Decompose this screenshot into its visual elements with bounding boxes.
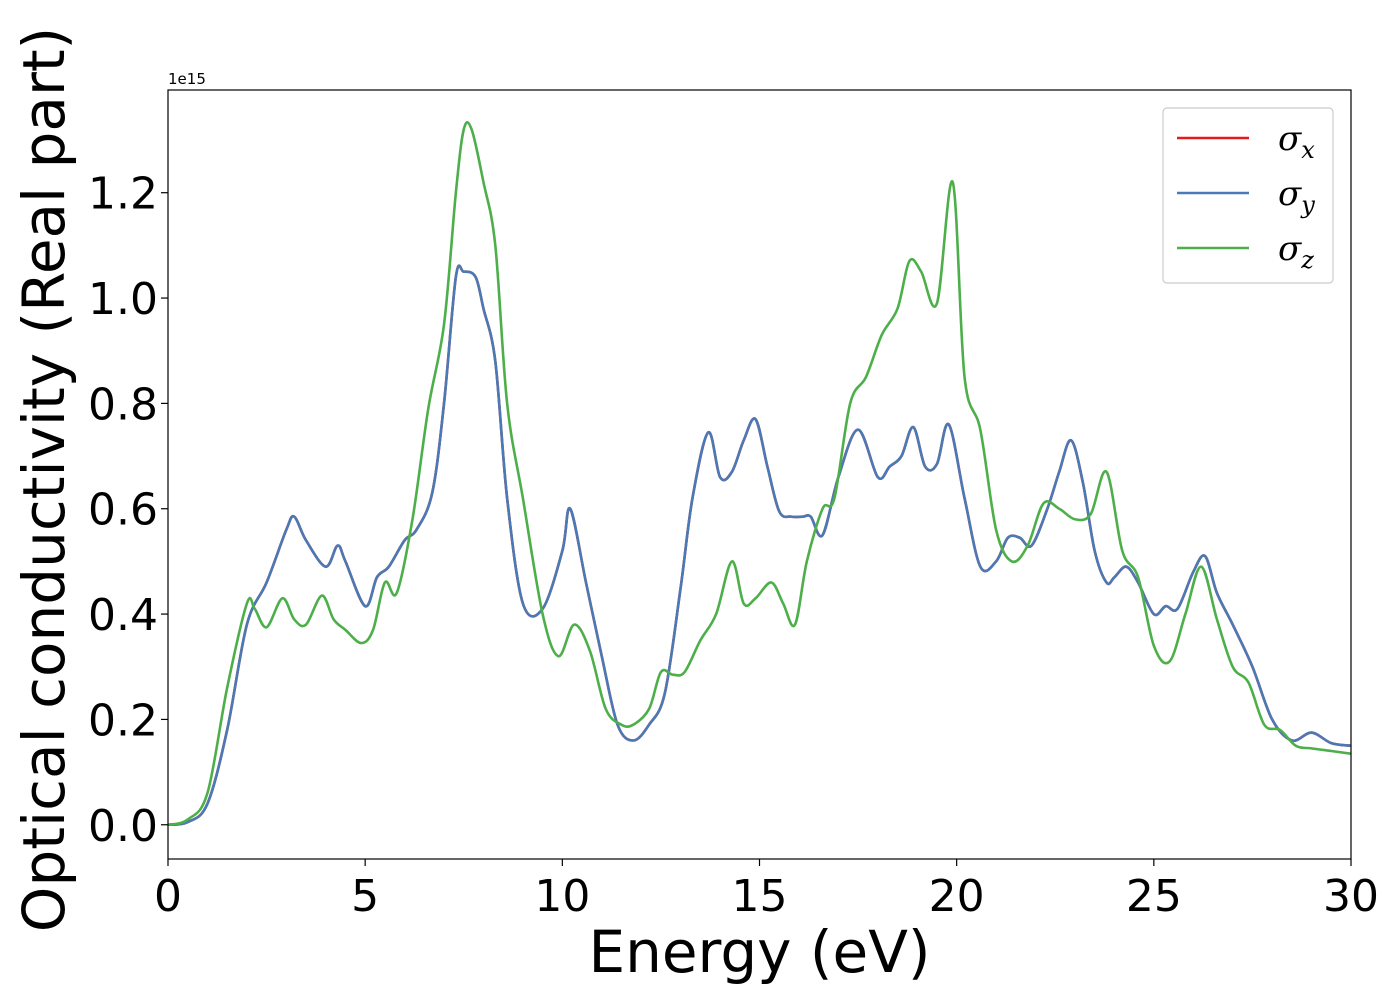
series-line-z [168,120,1351,827]
y-tick-label: 1.0 [88,274,158,325]
legend-box [1162,107,1334,284]
x-axis-title: Energy (eV) [588,918,930,986]
x-tick-label: 25 [1126,871,1182,922]
y-tick-label: 0.2 [88,695,158,746]
x-tick-label: 5 [351,871,379,922]
x-tick-label: 0 [154,871,182,922]
y-tick-label: 0.4 [88,590,158,641]
y-tick-label: 0.8 [88,379,158,430]
y-tick-label: 0.0 [88,801,158,852]
x-tick-label: 20 [929,871,985,922]
x-axis: 0 5 10 15 20 25 30 [154,859,1379,922]
series-layer [168,120,1351,827]
y-tick-label: 1.2 [88,169,158,220]
x-tick-label: 15 [732,871,788,922]
y-offset-label: 1e15 [168,70,206,88]
y-axis: 0.0 0.2 0.4 0.6 0.8 1.0 1.2 [88,169,168,852]
x-tick-label: 10 [534,871,590,922]
series-line-y [168,264,1351,827]
y-axis-title: Optical conductivity (Real part) [10,27,78,932]
x-tick-label: 30 [1323,871,1379,922]
y-tick-label: 0.6 [88,485,158,536]
